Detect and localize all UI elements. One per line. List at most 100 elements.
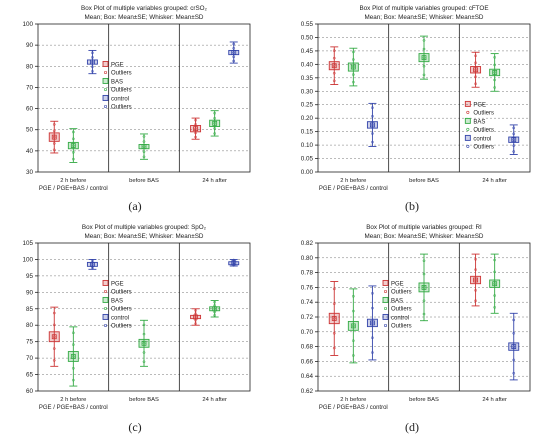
data-point bbox=[71, 331, 75, 335]
legend-entry: control bbox=[473, 136, 491, 142]
legend-outlier-swatch bbox=[466, 144, 470, 148]
y-tick-label: 0.35 bbox=[301, 75, 314, 82]
data-point bbox=[194, 315, 197, 319]
legend-outlier-swatch bbox=[104, 87, 108, 91]
data-point bbox=[232, 264, 236, 267]
data-point bbox=[213, 122, 217, 125]
data-point bbox=[493, 56, 497, 59]
data-point bbox=[52, 123, 56, 126]
data-point bbox=[52, 335, 56, 339]
data-point bbox=[474, 299, 477, 303]
data-point bbox=[512, 345, 516, 348]
data-point bbox=[232, 51, 236, 54]
data-point bbox=[512, 371, 516, 375]
legend-entry: Outliers bbox=[111, 104, 132, 110]
mean-marker bbox=[492, 70, 498, 75]
legend-entry: PGE bbox=[111, 281, 124, 287]
data-point bbox=[351, 73, 355, 76]
mean-marker bbox=[370, 320, 375, 326]
x-category-label: 24 h after bbox=[202, 397, 227, 403]
se-box bbox=[347, 320, 359, 331]
data-point bbox=[213, 307, 217, 311]
mean-marker bbox=[51, 334, 57, 340]
mean-marker bbox=[492, 281, 498, 287]
data-point bbox=[332, 71, 336, 75]
data-point bbox=[422, 56, 426, 59]
data-point bbox=[194, 131, 197, 135]
box-pge bbox=[48, 306, 60, 367]
chart-panel-1: Box Plot of multiple variables grouped: … bbox=[22, 5, 251, 192]
legend-entry: Outliers bbox=[391, 306, 412, 312]
data-point bbox=[371, 123, 374, 127]
data-point bbox=[371, 106, 374, 110]
data-point bbox=[213, 116, 217, 120]
data-point bbox=[213, 314, 217, 317]
box-bas bbox=[209, 300, 221, 318]
legend-entry: PGE bbox=[111, 62, 124, 68]
box-bas bbox=[209, 110, 221, 137]
mean-marker bbox=[421, 55, 427, 61]
legend-outlier-swatch bbox=[104, 104, 108, 108]
legend-swatch bbox=[464, 134, 471, 141]
data-point bbox=[52, 359, 56, 362]
legend-swatch bbox=[102, 313, 109, 320]
legend: PGE Outliers BAS Outliers control Outliers bbox=[102, 60, 132, 110]
data-point bbox=[351, 65, 355, 69]
se-box bbox=[470, 275, 482, 285]
se-box bbox=[489, 68, 501, 77]
data-point bbox=[474, 61, 477, 65]
plot-frame bbox=[37, 23, 251, 173]
mean-marker bbox=[141, 144, 147, 150]
se-box bbox=[328, 61, 340, 71]
data-point bbox=[142, 351, 146, 354]
legend-outlier-swatch bbox=[384, 306, 388, 310]
legend-outlier-swatch bbox=[466, 127, 470, 131]
mean-marker bbox=[473, 277, 478, 283]
y-tick-label: 0.40 bbox=[301, 61, 314, 68]
box-bas bbox=[418, 253, 430, 322]
data-point bbox=[351, 58, 355, 61]
legend-entry: BAS bbox=[391, 298, 403, 304]
legend-outlier-swatch bbox=[104, 323, 108, 327]
data-point bbox=[474, 278, 477, 282]
x-category-label: before BAS bbox=[129, 397, 159, 403]
y-tick-label: 70 bbox=[26, 84, 34, 91]
legend-entry: Outliers bbox=[473, 110, 494, 116]
data-point bbox=[91, 51, 94, 55]
chart-subtitle: Mean; Box: Mean±SE; Whisker: Mean±SD bbox=[365, 14, 484, 21]
data-point bbox=[142, 155, 146, 159]
data-point bbox=[91, 56, 94, 59]
mean-marker bbox=[331, 63, 337, 69]
plot-frame bbox=[37, 242, 251, 392]
x-category-label: 2 h before bbox=[340, 178, 366, 184]
data-point bbox=[371, 114, 374, 118]
y-tick-label: 65 bbox=[26, 372, 34, 379]
data-point bbox=[232, 258, 236, 262]
data-point bbox=[493, 78, 497, 82]
mean-marker bbox=[70, 354, 76, 359]
data-point bbox=[512, 331, 516, 335]
data-point bbox=[474, 257, 477, 261]
data-point bbox=[371, 306, 374, 310]
data-point bbox=[351, 294, 355, 298]
box-control bbox=[366, 285, 378, 361]
box-control bbox=[228, 41, 240, 64]
legend-entry: PGE bbox=[391, 281, 404, 287]
box-pge bbox=[190, 117, 202, 140]
data-point bbox=[52, 323, 56, 327]
legend-swatch bbox=[102, 60, 109, 67]
data-point bbox=[493, 63, 497, 67]
data-point bbox=[474, 268, 477, 271]
data-point bbox=[493, 270, 497, 274]
data-point bbox=[52, 311, 56, 315]
legend-outlier-swatch bbox=[104, 306, 108, 310]
y-tick-label: 0.68 bbox=[301, 344, 314, 351]
data-point bbox=[142, 145, 146, 148]
mean-marker bbox=[231, 50, 237, 55]
chart-subtitle: Mean; Box: Mean±SE; Whisker: Mean±SD bbox=[365, 233, 484, 240]
se-box bbox=[470, 66, 482, 74]
data-point bbox=[71, 137, 75, 141]
box-pge bbox=[470, 253, 482, 307]
box-bas bbox=[67, 326, 79, 387]
mean-marker bbox=[51, 134, 57, 140]
